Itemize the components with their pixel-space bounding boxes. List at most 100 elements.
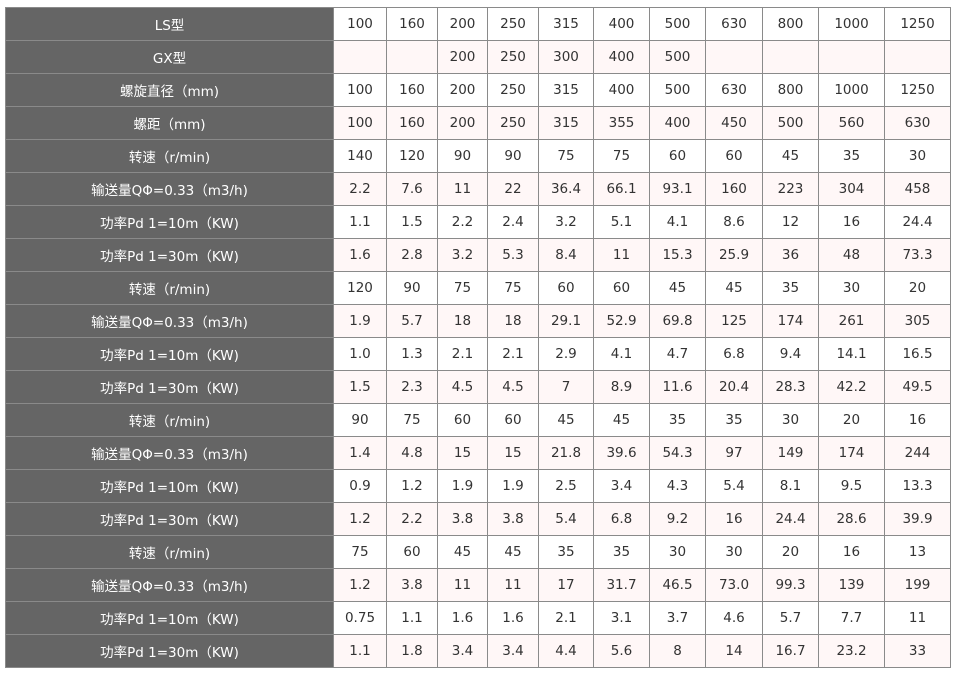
row-header: 功率Pd 1=30m（KW) (5, 370, 334, 404)
table-cell: 139 (818, 568, 885, 602)
table-cell: 16 (705, 502, 763, 536)
table-cell: 30 (762, 403, 819, 437)
table-cell: 35 (762, 271, 819, 305)
table-cell: 160 (705, 172, 763, 206)
table-cell: 13 (884, 535, 951, 569)
table-cell: 125 (705, 304, 763, 338)
row-header: 转速（r/min) (5, 403, 334, 437)
table-cell: 1250 (884, 7, 951, 41)
table-cell: 1.9 (487, 469, 539, 503)
table-cell: 8.1 (762, 469, 819, 503)
table-cell: 2.5 (538, 469, 594, 503)
table-cell: 200 (437, 7, 488, 41)
table-cell: 800 (762, 73, 819, 107)
table-cell: 1.1 (386, 601, 438, 635)
table-row: 螺旋直径（mm) 100 160 200 250 315 400 500 630 800 1000 1… (5, 73, 951, 107)
table-cell: 45 (762, 139, 819, 173)
table-cell: 45 (593, 403, 650, 437)
row-header: 输送量QΦ=0.33（m3/h) (5, 436, 334, 470)
table-cell: 7 (538, 370, 594, 404)
table-row: 转速（r/min) 90 75 60 60 45 45 35 35 30 20 16 (5, 403, 951, 437)
table-cell: 7.7 (818, 601, 885, 635)
table-cell: 315 (538, 73, 594, 107)
table-cell: 1.3 (386, 337, 438, 371)
table-cell: 3.2 (538, 205, 594, 239)
table-cell: 0.75 (333, 601, 387, 635)
table-cell: 17 (538, 568, 594, 602)
table-cell (705, 40, 763, 74)
table-cell: 1.2 (333, 502, 387, 536)
table-cell: 45 (649, 271, 706, 305)
table-cell: 4.4 (538, 634, 594, 668)
table-cell: 2.2 (386, 502, 438, 536)
table-cell: 15 (487, 436, 539, 470)
table-cell: 22 (487, 172, 539, 206)
table-cell: 60 (593, 271, 650, 305)
table-cell (386, 40, 438, 74)
table-row: 功率Pd 1=10m（KW) 0.9 1.2 1.9 1.9 2.5 3.4 4.3 5.4 8.… (5, 469, 951, 503)
table-cell: 8.4 (538, 238, 594, 272)
table-cell: 800 (762, 7, 819, 41)
table-cell: 8.6 (705, 205, 763, 239)
table-row: 转速（r/min) 140 120 90 90 75 75 60 60 45 35 30 (5, 139, 951, 173)
table-cell: 2.8 (386, 238, 438, 272)
table-cell: 2.9 (538, 337, 594, 371)
table-cell: 630 (705, 7, 763, 41)
table-cell: 60 (538, 271, 594, 305)
table-cell: 60 (437, 403, 488, 437)
table-cell: 8.9 (593, 370, 650, 404)
row-header: 功率Pd 1=10m（KW) (5, 205, 334, 239)
table-cell: 149 (762, 436, 819, 470)
table-cell: 174 (762, 304, 819, 338)
table-cell: 39.9 (884, 502, 951, 536)
table-cell: 25.9 (705, 238, 763, 272)
table-cell: 1000 (818, 73, 885, 107)
table-cell: 11 (437, 568, 488, 602)
table-row: LS型 100 160 200 250 315 400 500 630 800 1000 1250 (5, 7, 951, 41)
table-cell: 174 (818, 436, 885, 470)
table-cell: 160 (386, 106, 438, 140)
table-cell: 2.1 (437, 337, 488, 371)
table-cell: 223 (762, 172, 819, 206)
row-header: 输送量QΦ=0.33（m3/h) (5, 304, 334, 338)
table-cell: 20.4 (705, 370, 763, 404)
table-cell: 1.0 (333, 337, 387, 371)
table-cell: 11 (593, 238, 650, 272)
table-cell: 160 (386, 7, 438, 41)
table-cell: 400 (593, 40, 650, 74)
table-cell: 500 (649, 40, 706, 74)
row-header: 输送量QΦ=0.33（m3/h) (5, 568, 334, 602)
table-cell: 1.6 (487, 601, 539, 635)
table-cell: 450 (705, 106, 763, 140)
table-cell: 20 (762, 535, 819, 569)
table-cell: 500 (649, 7, 706, 41)
table-cell: 1.9 (333, 304, 387, 338)
table-cell: 630 (884, 106, 951, 140)
table-cell: 60 (386, 535, 438, 569)
table-row: 功率Pd 1=30m（KW) 1.2 2.2 3.8 3.8 5.4 6.8 9.2 16 24.… (5, 502, 951, 536)
table-cell: 5.6 (593, 634, 650, 668)
table-cell: 100 (333, 73, 387, 107)
table-cell: 42.2 (818, 370, 885, 404)
table-cell: 36.4 (538, 172, 594, 206)
table-cell: 400 (593, 7, 650, 41)
table-cell: 304 (818, 172, 885, 206)
table-cell: 2.1 (538, 601, 594, 635)
table-cell: 75 (487, 271, 539, 305)
table-cell: 20 (818, 403, 885, 437)
table-cell: 315 (538, 106, 594, 140)
table-cell: 3.4 (487, 634, 539, 668)
table-cell: 23.2 (818, 634, 885, 668)
table-cell: 75 (333, 535, 387, 569)
table-cell: 250 (487, 73, 539, 107)
table-cell: 300 (538, 40, 594, 74)
row-header: 功率Pd 1=10m（KW) (5, 337, 334, 371)
row-header: 螺旋直径（mm) (5, 73, 334, 107)
table-cell: 2.1 (487, 337, 539, 371)
table-cell: 1.2 (333, 568, 387, 602)
table-cell: 99.3 (762, 568, 819, 602)
table-cell: 1000 (818, 7, 885, 41)
table-cell: 200 (437, 106, 488, 140)
table-cell: 199 (884, 568, 951, 602)
table-cell: 16 (884, 403, 951, 437)
